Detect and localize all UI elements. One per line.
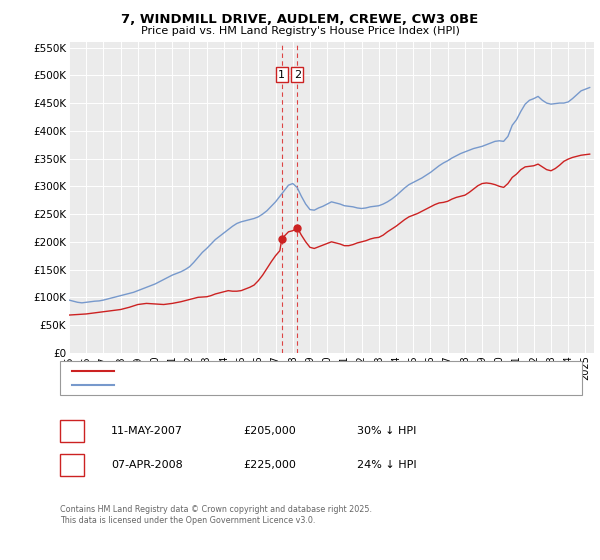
Text: 2: 2 bbox=[68, 460, 76, 470]
Text: Price paid vs. HM Land Registry's House Price Index (HPI): Price paid vs. HM Land Registry's House … bbox=[140, 26, 460, 36]
Text: 1: 1 bbox=[278, 69, 285, 80]
Text: 1: 1 bbox=[68, 426, 76, 436]
Text: £205,000: £205,000 bbox=[243, 426, 296, 436]
Text: 7, WINDMILL DRIVE, AUDLEM, CREWE, CW3 0BE (detached house): 7, WINDMILL DRIVE, AUDLEM, CREWE, CW3 0B… bbox=[123, 366, 448, 376]
Text: 2: 2 bbox=[294, 69, 301, 80]
Text: 07-APR-2008: 07-APR-2008 bbox=[111, 460, 183, 470]
Text: 7, WINDMILL DRIVE, AUDLEM, CREWE, CW3 0BE: 7, WINDMILL DRIVE, AUDLEM, CREWE, CW3 0B… bbox=[121, 13, 479, 26]
Text: HPI: Average price, detached house, Cheshire East: HPI: Average price, detached house, Ches… bbox=[123, 380, 371, 390]
Text: Contains HM Land Registry data © Crown copyright and database right 2025.
This d: Contains HM Land Registry data © Crown c… bbox=[60, 505, 372, 525]
Text: 11-MAY-2007: 11-MAY-2007 bbox=[111, 426, 183, 436]
Text: 30% ↓ HPI: 30% ↓ HPI bbox=[357, 426, 416, 436]
Text: 24% ↓ HPI: 24% ↓ HPI bbox=[357, 460, 416, 470]
Text: £225,000: £225,000 bbox=[243, 460, 296, 470]
